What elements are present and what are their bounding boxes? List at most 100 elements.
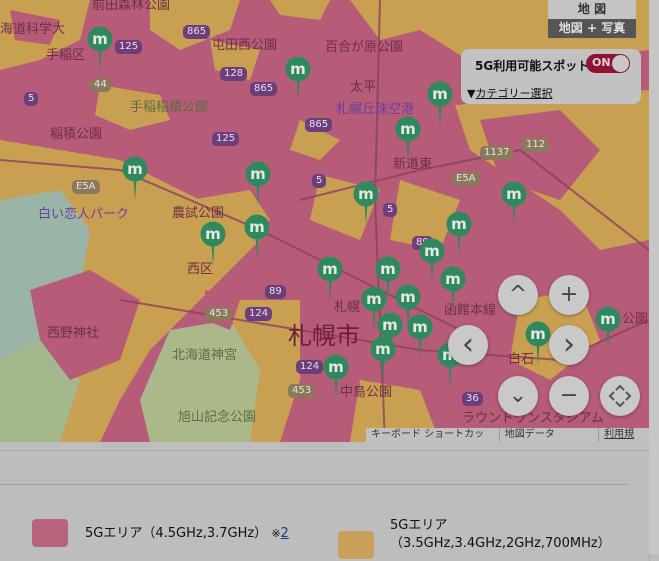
scrollbar[interactable] — [649, 0, 659, 554]
5g-spot-pin[interactable]: m — [395, 284, 421, 330]
svg-text:m: m — [445, 270, 461, 288]
map-label: 農試公園 — [172, 206, 225, 221]
route-shield: 89 — [265, 285, 286, 299]
keyboard-shortcuts-link[interactable]: キーボード ショートカット — [366, 428, 500, 442]
coverage-map[interactable]: 前田森林公園 海道科学大 手稲区 屯田西公園 百合が原公園 手稲稲積公園 稲積公… — [0, 0, 649, 442]
m-pin-icon: m — [446, 211, 472, 256]
map-label: 札幌市 — [288, 322, 360, 350]
fullscreen-icon — [608, 384, 632, 408]
map-label: 北海道神宮 — [172, 348, 238, 363]
svg-text:m: m — [290, 60, 306, 78]
5g-spot-pin[interactable]: m — [245, 161, 271, 207]
pan-left-button[interactable]: ‹ — [448, 325, 488, 365]
zoom-out-button[interactable]: − — [549, 376, 589, 416]
category-select-label: カテゴリー選択 — [475, 87, 553, 100]
map-attribution: キーボード ショートカット 地図データ ©2025 利用規約 — [366, 428, 649, 442]
5g-spot-pin[interactable]: m — [501, 181, 527, 227]
5g-spot-pin[interactable]: m — [353, 181, 379, 227]
map-label: 稲積公園 — [50, 127, 103, 142]
route-shield: 36 — [462, 392, 483, 406]
svg-text:m: m — [375, 340, 391, 358]
map-label: 札幌 — [334, 300, 361, 315]
legend-label-3-5ghz-bands: （3.5GHz,3.4GHz,2GHz,700MHz） — [390, 536, 611, 551]
map-type-map-button[interactable]: 地 図 — [548, 0, 636, 19]
m-pin-icon: m — [285, 56, 311, 101]
map-type-switcher: 地 図 地図 + 写真 — [548, 0, 636, 38]
5g-spot-pin[interactable]: m — [244, 214, 270, 260]
m-pin-icon: m — [370, 336, 396, 381]
5g-spot-pin[interactable]: m — [361, 286, 387, 332]
pan-down-button[interactable]: ⌄ — [498, 376, 538, 416]
svg-text:m: m — [530, 325, 546, 343]
map-type-satellite-button[interactable]: 地図 + 写真 — [548, 19, 636, 38]
5g-spot-pin[interactable]: m — [375, 256, 401, 302]
svg-text:m: m — [382, 316, 398, 334]
pan-up-button[interactable]: ^ — [498, 275, 538, 315]
legend-label-3-5ghz: 5Gエリア — [390, 518, 448, 533]
map-label: 新道東 — [393, 157, 433, 172]
route-shield: 128 — [220, 67, 248, 81]
svg-text:m: m — [432, 85, 448, 103]
5g-spot-toggle[interactable]: ON — [586, 54, 630, 73]
svg-text:m: m — [412, 318, 428, 336]
5g-spot-pin[interactable]: m — [285, 56, 311, 102]
map-label: 札幌丘珠空港 — [336, 102, 415, 117]
m-pin-icon: m — [323, 354, 349, 399]
fullscreen-button[interactable] — [600, 376, 640, 416]
svg-text:m: m — [92, 30, 108, 48]
5g-spot-pin[interactable]: m — [446, 211, 472, 257]
m-pin-icon: m — [87, 26, 113, 71]
svg-text:m: m — [322, 260, 338, 278]
m-pin-icon: m — [440, 266, 466, 311]
svg-text:m: m — [249, 218, 265, 236]
route-shield: 112 — [522, 138, 550, 152]
map-label: 前田森林公園 — [92, 0, 171, 13]
terms-link[interactable]: 利用規約 — [604, 429, 635, 440]
m-pin-icon: m — [407, 314, 433, 359]
map-label: 手稲稲積公園 — [130, 100, 209, 115]
m-pin-icon: m — [353, 181, 379, 226]
5g-spot-pin[interactable]: m — [87, 26, 113, 72]
m-pin-icon: m — [245, 161, 271, 206]
svg-text:m: m — [358, 185, 374, 203]
category-select-link[interactable]: ▼カテゴリー選択 — [467, 85, 552, 101]
5g-spot-pin[interactable]: m — [595, 306, 621, 352]
route-shield: 453 — [288, 384, 316, 398]
map-label: 百合が原公園 — [325, 40, 404, 55]
map-label: 白い恋人パーク — [38, 207, 130, 222]
toggle-knob — [612, 55, 629, 72]
svg-text:m: m — [600, 310, 616, 328]
5g-spot-pin[interactable]: m — [419, 238, 445, 284]
note-2-link[interactable]: 2 — [280, 526, 289, 541]
5g-spot-pin[interactable]: m — [525, 321, 551, 367]
route-shield: 5 — [24, 92, 39, 106]
map-label: 海道科学大 — [0, 22, 66, 37]
5g-spot-label: 5G利用可能スポット — [475, 59, 590, 73]
m-pin-icon: m — [317, 256, 343, 301]
route-shield: 124 — [296, 360, 324, 374]
5g-spot-pin[interactable]: m — [370, 336, 396, 382]
map-label: 旭山記念公園 — [178, 410, 257, 425]
zoom-in-button[interactable]: + — [549, 275, 589, 315]
5g-spot-panel: 5G利用可能スポット ON ▼カテゴリー選択 — [461, 49, 641, 104]
map-label: 函館本線 — [444, 303, 497, 318]
5g-spot-pin[interactable]: m — [440, 266, 466, 312]
legend-swatch-3-5ghz — [338, 531, 374, 559]
5g-spot-pin[interactable]: m — [200, 221, 226, 267]
5g-spot-pin[interactable]: m — [323, 354, 349, 400]
svg-text:m: m — [451, 215, 467, 233]
5g-spot-pin[interactable]: m — [122, 156, 148, 202]
pan-right-button[interactable]: › — [549, 325, 589, 365]
map-label: 白石 — [508, 352, 535, 367]
map-label: 手稲区 — [46, 48, 86, 63]
map-label: 中島公園 — [340, 385, 393, 400]
toggle-state: ON — [592, 56, 611, 69]
route-shield: 125 — [212, 132, 240, 146]
5g-spot-pin[interactable]: m — [427, 81, 453, 127]
triangle-down-icon: ▼ — [467, 87, 476, 100]
svg-text:m: m — [205, 225, 221, 243]
5g-spot-pin[interactable]: m — [407, 314, 433, 360]
5g-spot-pin[interactable]: m — [395, 116, 421, 162]
svg-text:m: m — [127, 160, 143, 178]
5g-spot-pin[interactable]: m — [317, 256, 343, 302]
